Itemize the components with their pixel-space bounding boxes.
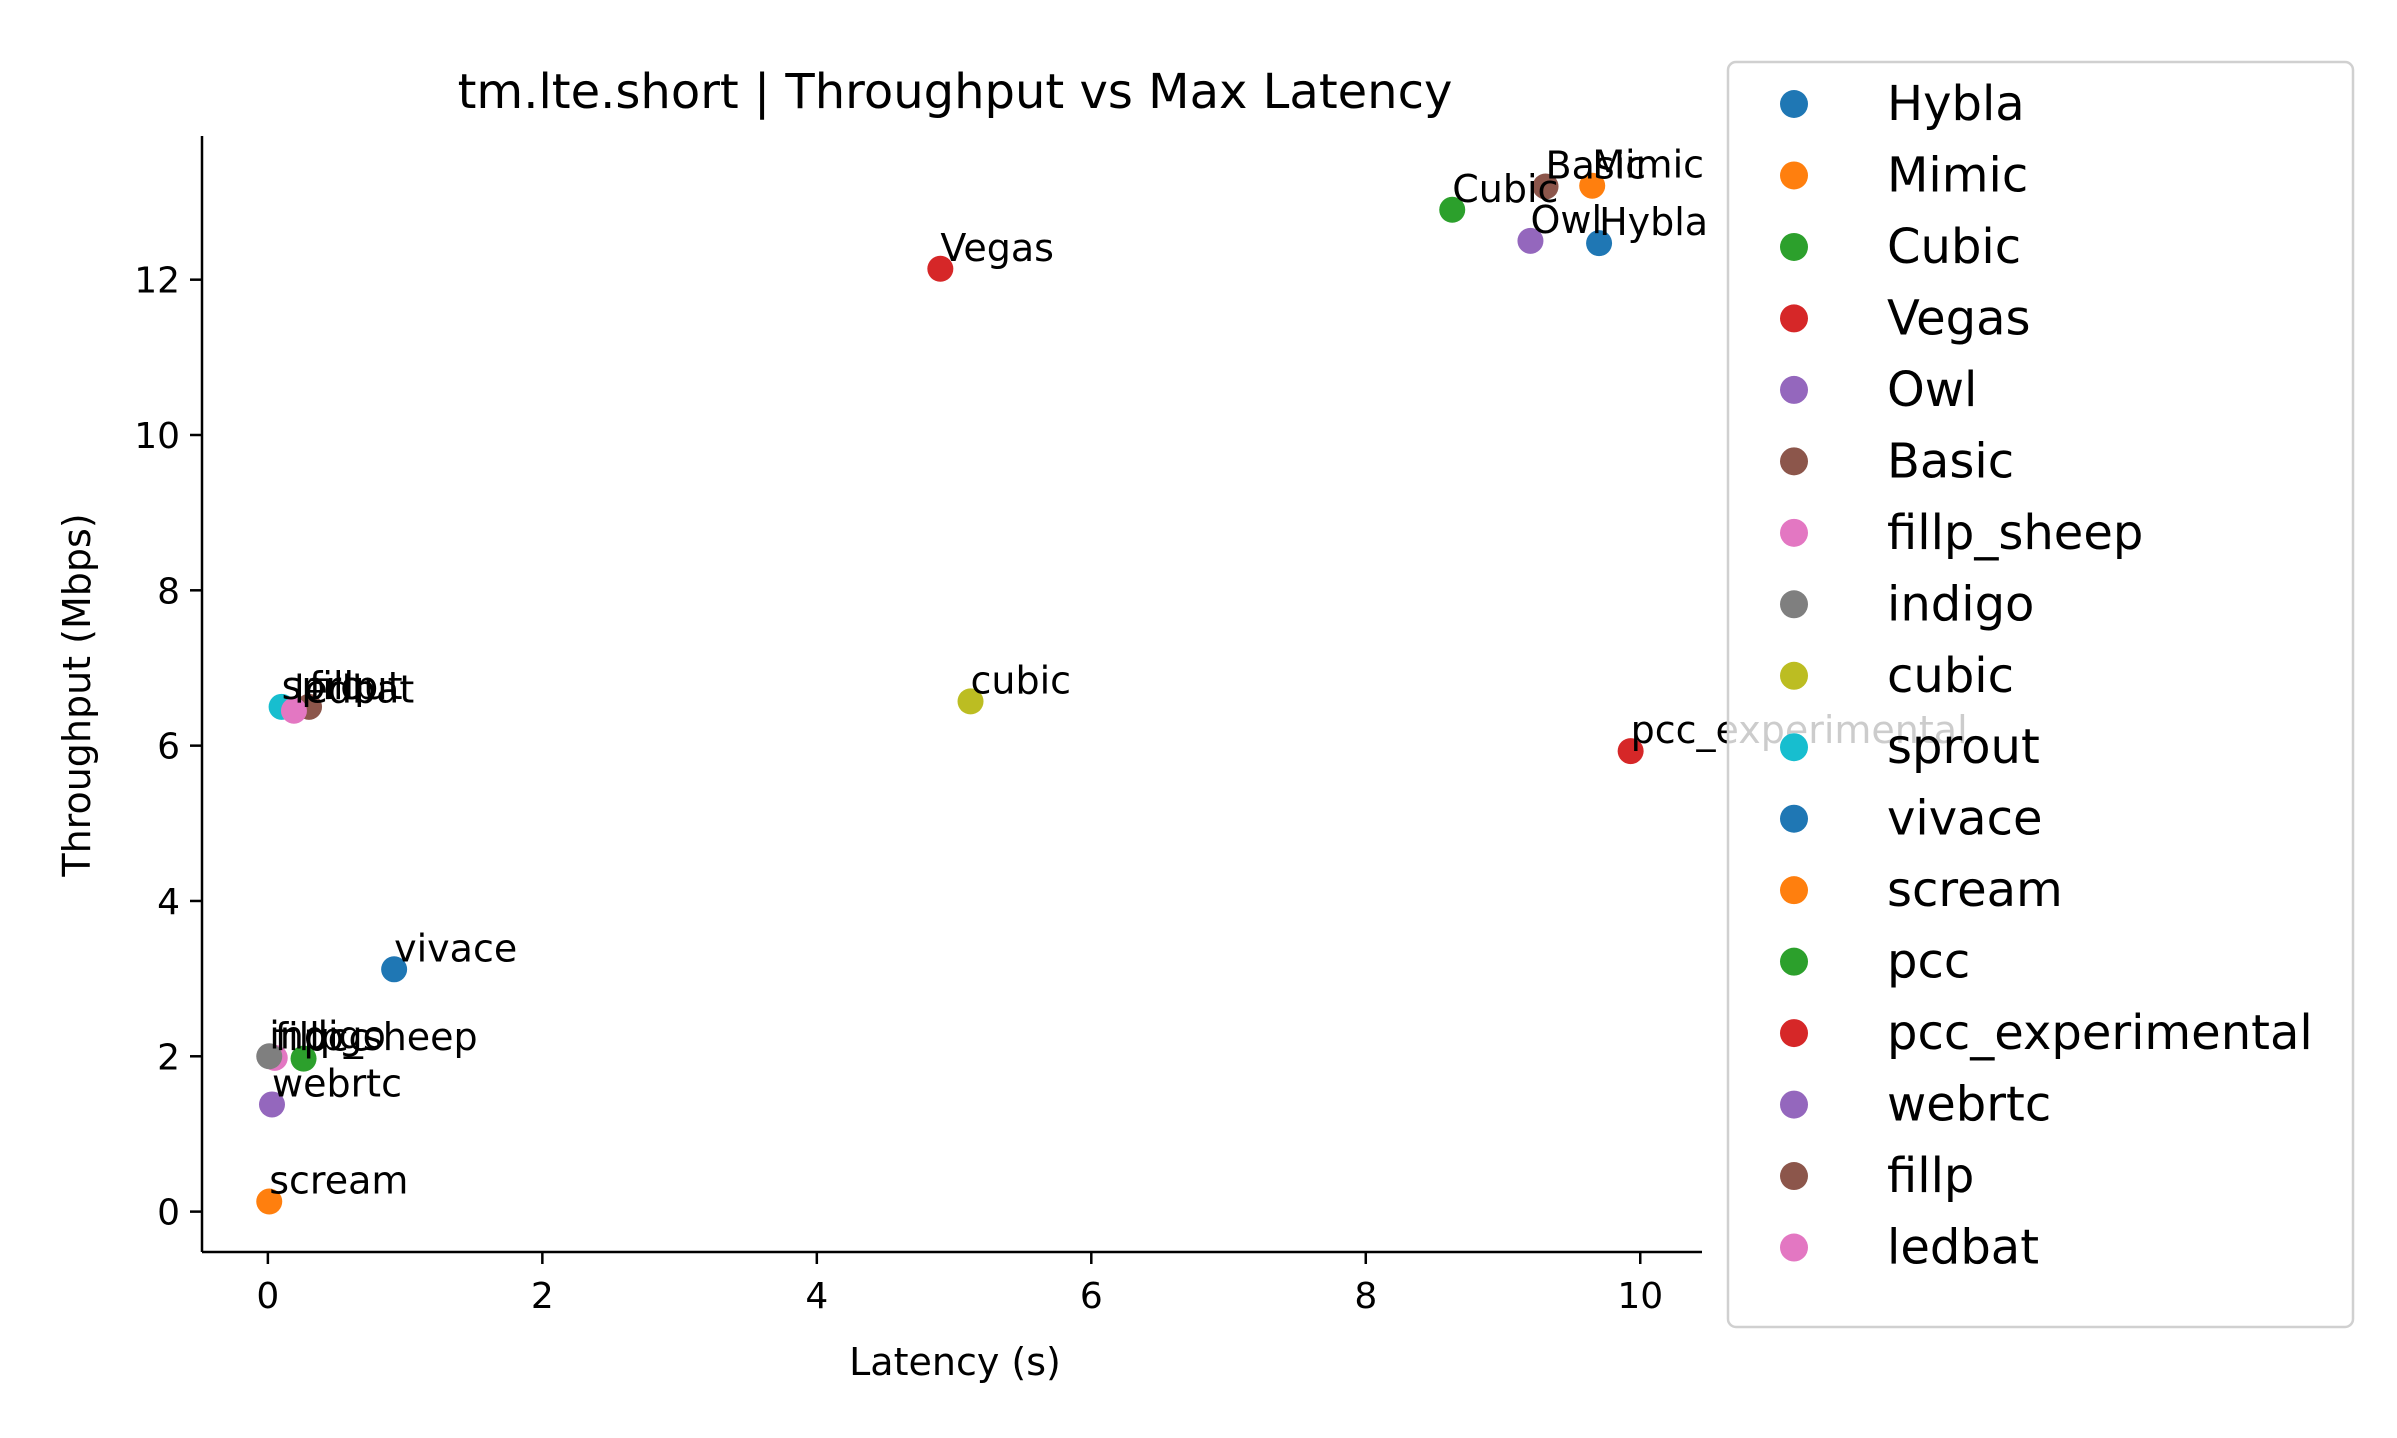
y-tick-label: 12 (134, 261, 180, 302)
legend-marker (1780, 804, 1808, 833)
point-pcc (290, 1045, 317, 1072)
axes: 0 2 4 6 8 10 0 2 4 6 8 10 12 (134, 136, 1702, 1317)
point-label: vivace (394, 926, 517, 970)
legend-marker (1780, 1233, 1808, 1262)
chart-title: tm.lte.short | Throughput vs Max Latency (458, 64, 1453, 120)
y-tick-label: 2 (157, 1037, 180, 1078)
legend-marker (1780, 947, 1808, 976)
legend-label: Hybla (1887, 76, 2025, 132)
point-scream (256, 1188, 283, 1215)
point-vegas (927, 255, 954, 282)
legend-marker (1780, 876, 1808, 905)
legend-marker (1780, 304, 1808, 333)
legend-label: fillp_sheep (1887, 505, 2143, 561)
y-tick-label: 6 (157, 727, 180, 768)
legend-marker (1780, 1090, 1808, 1119)
x-tick-label: 8 (1354, 1276, 1377, 1317)
legend-box (1726, 60, 2355, 1329)
y-tick-label: 10 (134, 416, 180, 457)
legend-marker (1780, 1162, 1808, 1191)
legend: Hybla Mimic Cubic Vegas Owl Basic fillp_sheepi… (1726, 60, 2355, 1329)
y-tick-label: 4 (157, 882, 180, 923)
point-vivace (381, 956, 408, 983)
y-tick-label: 8 (157, 571, 180, 612)
point-ledbat (280, 697, 307, 724)
point-basic (1532, 173, 1559, 200)
point-cubic (957, 688, 984, 715)
x-tick-label: 0 (256, 1276, 279, 1317)
point-label: Cubic (1452, 167, 1558, 211)
x-tick-label: 4 (805, 1276, 828, 1317)
point-label: cubic (971, 658, 1072, 702)
legend-label: pcc (1887, 934, 1970, 990)
legend-marker (1780, 232, 1808, 261)
data-points (256, 172, 1644, 1215)
legend-label: pcc_experimental (1887, 1005, 2313, 1061)
legend-marker (1780, 90, 1808, 118)
x-axis-label: Latency (s) (849, 1340, 1061, 1384)
legend-label: cubic (1887, 648, 2014, 704)
legend-marker (1780, 518, 1808, 547)
point-label: pcc (304, 1016, 370, 1060)
legend-label: Cubic (1887, 219, 2021, 275)
point-label: webrtc (272, 1061, 402, 1105)
legend-marker (1780, 161, 1808, 190)
legend-marker (1780, 661, 1808, 690)
legend-label: Basic (1887, 433, 2014, 489)
legend-marker (1780, 590, 1808, 619)
legend-label: Owl (1887, 362, 1977, 418)
legend-label: indigo (1887, 576, 2034, 632)
y-tick-label: 0 (157, 1193, 180, 1234)
point-label: Basic (1546, 143, 1647, 187)
point-label: ledbat (294, 668, 414, 712)
point-mimic (1579, 172, 1606, 199)
x-tick-label: 6 (1080, 1276, 1103, 1317)
legend-label: scream (1887, 862, 2063, 918)
point-indigo (256, 1043, 283, 1070)
legend-label: vivace (1887, 791, 2042, 847)
legend-label: ledbat (1887, 1220, 2039, 1276)
legend-marker (1780, 1019, 1808, 1048)
y-axis-label: Throughput (Mbps) (55, 513, 99, 877)
legend-label: fillp (1887, 1148, 1974, 1204)
legend-label: sprout (1887, 719, 2040, 775)
point-label: fillp (309, 664, 378, 708)
point-pcc-experimental (1617, 738, 1644, 765)
legend-label: Mimic (1887, 147, 2028, 203)
legend-label: webrtc (1887, 1077, 2051, 1133)
point-label: scream (269, 1159, 408, 1203)
point-label: sprout (282, 664, 403, 708)
point-cubic (1439, 196, 1466, 223)
point-owl (1517, 227, 1544, 254)
point-webrtc (258, 1091, 285, 1118)
x-tick-label: 10 (1617, 1276, 1663, 1317)
legend-marker (1780, 733, 1808, 762)
legend-marker (1780, 375, 1808, 404)
point-labels: Hybla Mimic Cubic Vegas Owl Basic fillp_sheepi… (269, 143, 1967, 1203)
point-label: Hybla (1599, 200, 1708, 244)
point-label: Mimic (1592, 143, 1704, 187)
x-tick-label: 2 (531, 1276, 554, 1317)
legend-label: Vegas (1887, 290, 2031, 346)
point-label: Vegas (940, 226, 1054, 270)
point-label: Owl (1530, 198, 1602, 242)
point-label: indigo (269, 1013, 386, 1057)
point-label: fillp_sheep (275, 1015, 478, 1059)
point-hybla (1586, 230, 1613, 257)
legend-marker (1780, 447, 1808, 476)
